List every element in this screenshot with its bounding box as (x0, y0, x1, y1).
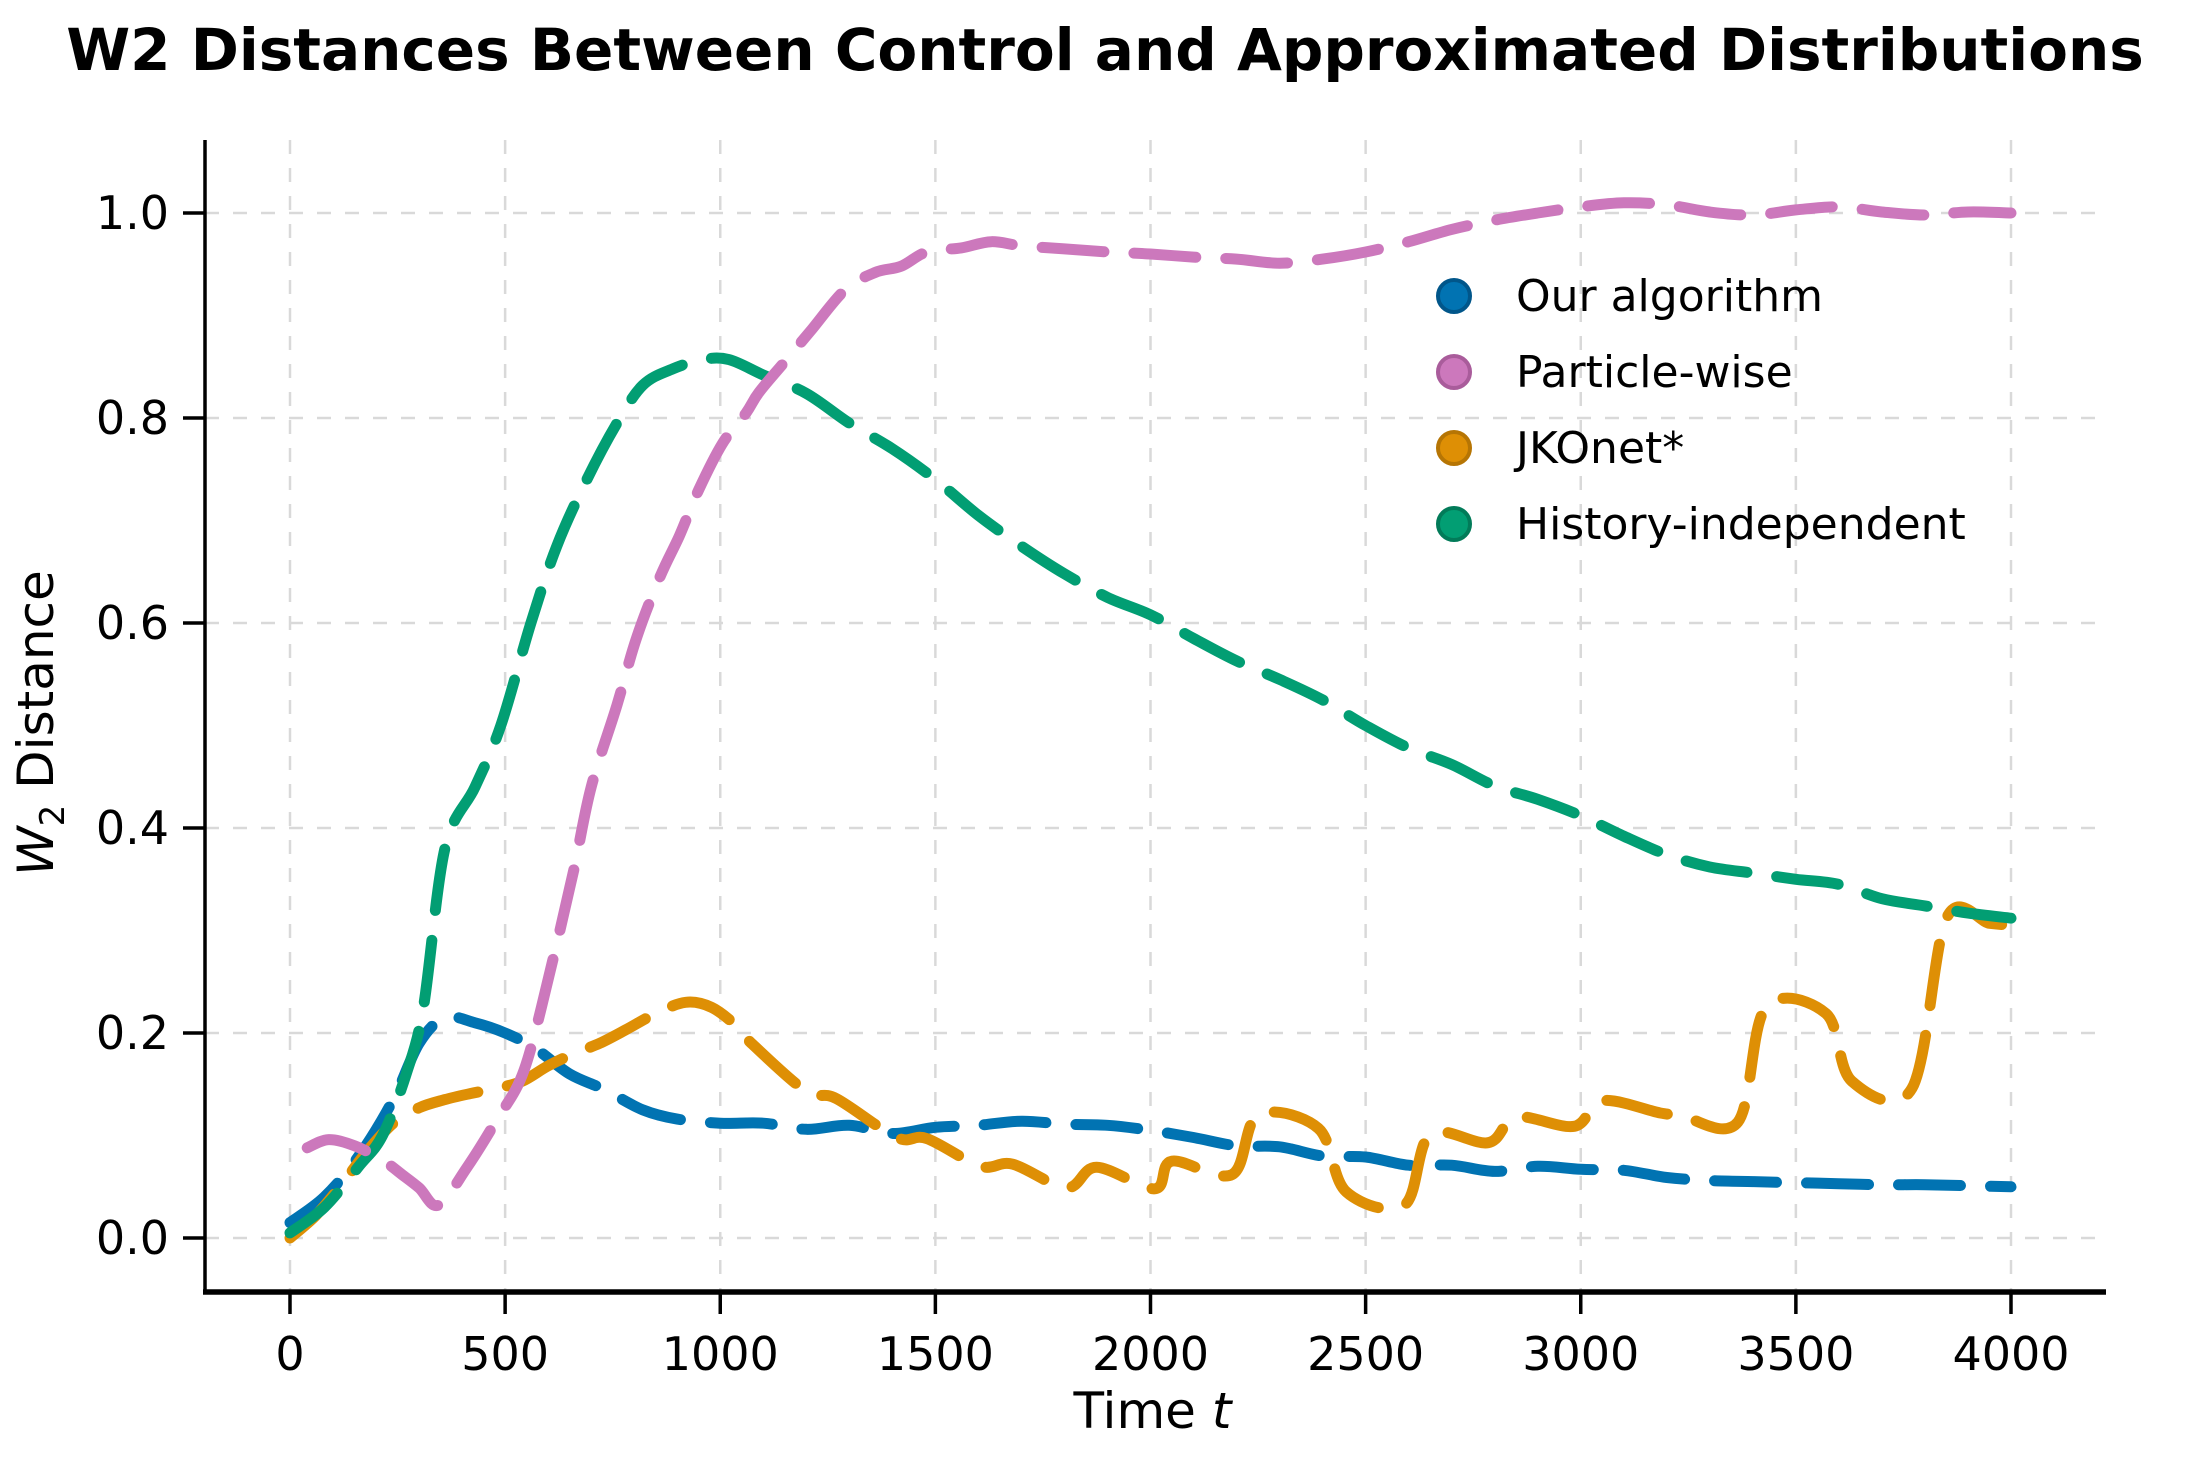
y-tick-label: 0.4 (96, 801, 169, 855)
x-tick-label: 1000 (662, 1327, 779, 1381)
x-tick-label: 2000 (1092, 1327, 1209, 1381)
y-tick-label: 0.0 (96, 1211, 169, 1265)
legend-label: Our algorithm (1516, 270, 1823, 322)
series-history-independent (284, 352, 2017, 1239)
legend-label: Particle-wise (1516, 346, 1793, 398)
legend-label: History-independent (1516, 498, 1966, 550)
legend-marker-circle-icon (1436, 354, 1472, 390)
y-tick-label: 1.0 (96, 186, 169, 240)
y-axis-label: W2 Distance (7, 373, 73, 1073)
legend-item-history-independent: History-independent (1436, 486, 1966, 562)
legend-marker-circle-icon (1436, 278, 1472, 314)
y-axis-label-text: Distance (7, 570, 65, 789)
legend-item-particle-wise: Particle-wise (1436, 334, 1966, 410)
x-axis-label-text: Time (1073, 1382, 1196, 1440)
legend-label: JKOnet* (1516, 422, 1685, 474)
legend-marker-circle-icon (1436, 506, 1472, 542)
legend-marker-circle-icon (1436, 430, 1472, 466)
legend: Our algorithm Particle-wise JKOnet* History… (1436, 258, 1966, 562)
series-our-algorithm (284, 1011, 2017, 1229)
x-tick-label: 0 (275, 1327, 304, 1381)
chart-title: W2 Distances Between Control and Approxi… (66, 16, 2144, 84)
legend-item-jkonet: JKOnet* (1436, 410, 1966, 486)
x-tick-label: 500 (461, 1327, 549, 1381)
series-jkonet (284, 901, 2017, 1244)
x-tick-label: 1500 (877, 1327, 994, 1381)
y-tick-label: 0.2 (96, 1006, 169, 1060)
x-axis-label: Time t (205, 1382, 2100, 1440)
x-tick-label: 4000 (1952, 1327, 2069, 1381)
x-tick-label: 2500 (1307, 1327, 1424, 1381)
y-tick-label: 0.6 (96, 596, 169, 650)
y-axis-label-subscript: 2 (33, 804, 73, 827)
series-particle-wise (301, 197, 2017, 1212)
y-axis-label-variable: W (7, 826, 65, 876)
x-tick-label: 3500 (1737, 1327, 1854, 1381)
y-tick-label: 0.8 (96, 391, 169, 445)
legend-item-our-algorithm: Our algorithm (1436, 258, 1966, 334)
x-axis-label-variable: t (1211, 1382, 1232, 1440)
x-tick-label: 3000 (1522, 1327, 1639, 1381)
